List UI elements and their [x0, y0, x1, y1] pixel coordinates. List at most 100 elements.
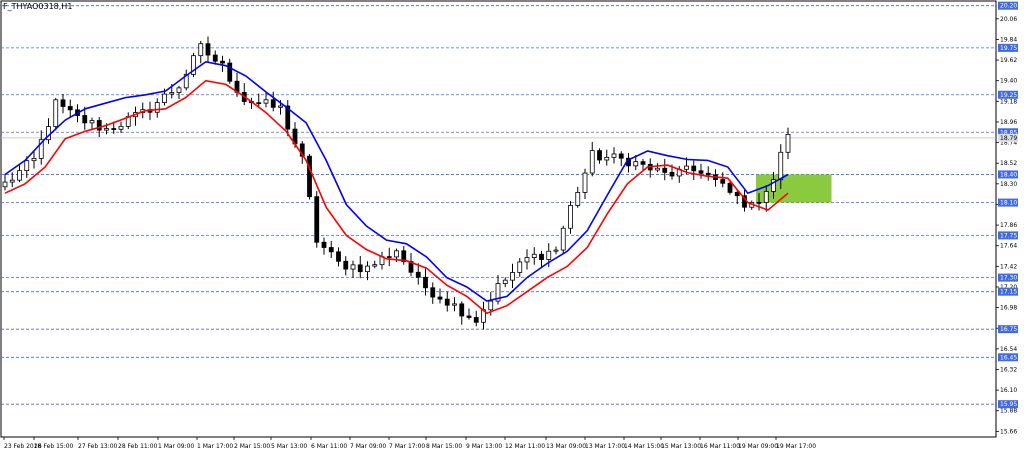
candle-body — [785, 134, 791, 153]
candle-body — [437, 296, 443, 300]
level-tag-label: 17.30 — [1000, 275, 1017, 282]
candle-body — [285, 105, 291, 130]
candle-body — [357, 264, 363, 273]
candle-body — [118, 125, 124, 130]
candle-body — [89, 120, 95, 124]
candle-body — [9, 179, 15, 183]
candle-body — [488, 300, 494, 311]
candle-body — [727, 182, 733, 193]
candle-body — [560, 227, 566, 251]
candle-body — [299, 143, 305, 157]
level-tag — [998, 231, 1018, 240]
level-tag-label: 19.25 — [1000, 92, 1017, 99]
y-tick-label: 16.98 — [1000, 305, 1017, 312]
level-tag — [998, 273, 1018, 282]
candle-body — [430, 287, 436, 298]
level-tag-label: 16.45 — [1000, 354, 1017, 361]
candle-body — [452, 303, 457, 306]
candle-body — [227, 62, 233, 82]
candle-body — [2, 181, 8, 188]
candle-body — [604, 156, 610, 161]
y-tick-label: 18.52 — [1000, 160, 1017, 167]
candle-body — [510, 272, 515, 281]
ma-line — [4, 61, 789, 302]
candle-body — [495, 283, 501, 302]
candle-body — [278, 105, 283, 108]
level-tag — [998, 43, 1018, 52]
candle-body — [372, 264, 378, 267]
candle-body — [198, 43, 204, 57]
candle-body — [220, 60, 225, 64]
candle-body — [415, 271, 421, 278]
candle-body — [611, 153, 617, 158]
candle-body — [183, 73, 189, 89]
level-tag — [998, 90, 1018, 99]
candle-body — [82, 115, 88, 124]
candle-body — [270, 99, 276, 108]
candle-body — [618, 153, 624, 159]
candle-body — [705, 172, 711, 176]
level-tag-label: 16.75 — [1000, 326, 1017, 333]
y-tick-label: 20.06 — [1000, 16, 1017, 23]
candle-body — [67, 106, 73, 111]
candle-body — [720, 179, 726, 184]
candle-body — [365, 265, 370, 273]
x-tick-label: 13 Mar 17:00 — [585, 443, 625, 450]
y-tick-label: 18.96 — [1000, 119, 1017, 126]
x-tick-label: 6 Mar 11:00 — [311, 443, 347, 450]
x-tick-label: 19 Mar 09:00 — [738, 443, 778, 450]
ma-line — [4, 79, 789, 315]
x-tick-label: 8 Mar 15:00 — [426, 443, 462, 450]
candle-body — [263, 99, 269, 104]
y-tick-label: 17.20 — [1000, 284, 1017, 291]
candle-body — [502, 279, 508, 284]
x-tick-label: 26 Feb 15:00 — [34, 443, 74, 450]
y-tick-label: 18.74 — [1000, 140, 1017, 147]
current-price-label: 18.79 — [1000, 135, 1017, 142]
candle-body — [684, 165, 689, 170]
candle-body — [401, 250, 407, 262]
candle-body — [669, 171, 675, 177]
candle-body — [473, 317, 479, 323]
candle-body — [444, 298, 450, 306]
level-tag-label: 17.15 — [1000, 289, 1017, 296]
candle-body — [589, 150, 595, 174]
candle-body — [466, 315, 472, 318]
candle-body — [756, 201, 762, 204]
level-tag-label: 18.85 — [1000, 129, 1017, 136]
candle-body — [655, 167, 660, 171]
y-tick-label: 16.32 — [1000, 366, 1017, 373]
candle-body — [53, 99, 59, 127]
candle-body — [575, 192, 581, 206]
y-tick-label: 16.10 — [1000, 387, 1017, 394]
candle-body — [104, 128, 109, 131]
candle-body — [691, 165, 697, 172]
x-tick-label: 5 Mar 13:00 — [271, 443, 307, 450]
y-tick-label: 19.40 — [1000, 78, 1017, 85]
candle-body — [307, 155, 312, 198]
level-tag-label: 18.40 — [1000, 171, 1017, 178]
x-tick-label: 14 Mar 15:00 — [624, 443, 664, 450]
level-tag — [998, 170, 1018, 179]
candle-body — [763, 191, 769, 203]
candle-body — [459, 303, 465, 317]
candle-body — [394, 250, 399, 258]
candle-body — [698, 170, 704, 174]
candle-body — [321, 241, 327, 248]
candle-body — [350, 264, 356, 270]
candle-body — [60, 99, 66, 107]
candle-body — [771, 179, 776, 192]
candle-body — [38, 139, 44, 159]
level-tag — [998, 1, 1018, 10]
y-tick-label: 19.18 — [1000, 98, 1017, 105]
y-tick-label: 18.30 — [1000, 181, 1017, 188]
level-tag-label: 15.95 — [1000, 401, 1017, 408]
candle-body — [31, 157, 37, 162]
x-tick-label: 28 Feb 11:00 — [118, 443, 158, 450]
candle-body — [386, 256, 392, 259]
level-tag — [998, 400, 1018, 409]
candle-body — [96, 120, 102, 131]
candle-body — [734, 192, 740, 197]
x-tick-label: 27 Feb 13:00 — [78, 443, 118, 450]
candle-body — [154, 102, 160, 113]
